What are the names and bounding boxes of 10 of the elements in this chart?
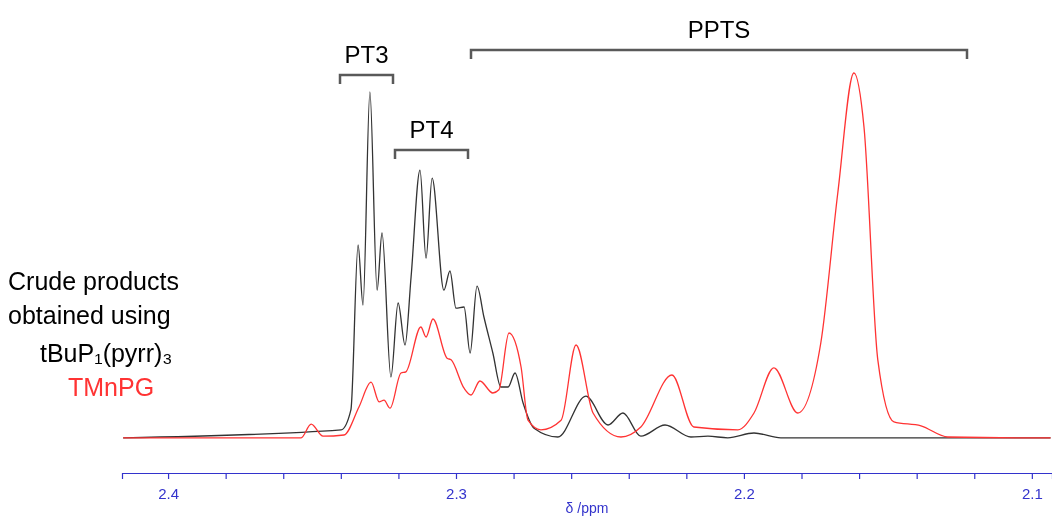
- x-tick-label: 2.2: [733, 484, 755, 502]
- x-tick-label: 2.4: [158, 484, 179, 502]
- series-label: TMnPG: [68, 373, 155, 401]
- annotation: PT4: [409, 116, 454, 143]
- x-axis-title: δ /ppm: [565, 500, 609, 516]
- text: tBuP₁(pyrr)₃: [40, 339, 173, 367]
- x-tick-label: 2.3: [446, 484, 467, 502]
- x-tick-label: 2.1: [1021, 484, 1043, 502]
- text: PT3: [344, 41, 389, 68]
- text: PPTS: [687, 16, 751, 43]
